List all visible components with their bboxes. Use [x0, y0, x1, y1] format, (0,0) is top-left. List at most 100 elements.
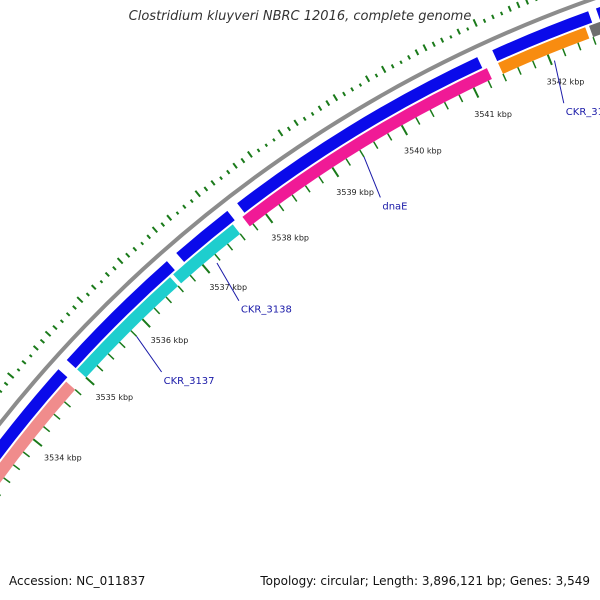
- minor-tick: [318, 176, 324, 184]
- gc-mark: [507, 5, 512, 12]
- gc-mark: [472, 18, 478, 27]
- gc-mark: [407, 54, 411, 60]
- gc-mark: [90, 284, 97, 291]
- gc-mark: [59, 319, 64, 324]
- gc-mark: [219, 176, 223, 181]
- major-tick: [141, 318, 151, 328]
- minor-tick: [517, 67, 522, 75]
- gc-mark: [44, 330, 52, 337]
- accession-text: Accession: NC_011837: [9, 574, 146, 588]
- gene-label-CKR_3138[interactable]: CKR_3138: [241, 305, 292, 316]
- gc-mark: [182, 204, 187, 210]
- gc-mark: [381, 65, 387, 74]
- forward-feature-2[interactable]: [66, 261, 175, 369]
- forward-feature-5[interactable]: [492, 11, 593, 62]
- gc-mark: [140, 241, 145, 246]
- tick-label-3537: 3537 kbp: [209, 283, 247, 292]
- forward-feature-6[interactable]: [595, 0, 600, 20]
- minor-tick: [429, 109, 435, 118]
- minor-tick: [153, 307, 161, 315]
- gc-mark: [132, 246, 138, 252]
- tick-label-3535: 3535 kbp: [95, 393, 133, 402]
- tick-label-3538: 3538 kbp: [271, 233, 309, 242]
- gc-mark: [365, 75, 371, 83]
- reverse-feature-1[interactable]: [0, 381, 76, 501]
- gc-mark: [232, 162, 238, 169]
- forward-feature-4[interactable]: [237, 57, 483, 213]
- gc-mark: [325, 100, 331, 107]
- gene-label-CKR_3137[interactable]: CKR_3137: [164, 376, 215, 387]
- gc-mark: [342, 91, 347, 97]
- major-tick: [32, 438, 43, 447]
- major-tick: [265, 213, 274, 224]
- scale-ticks: 3534 kbp 3535 kbp 3536 kbp 3537 kbp 3538 kbp…: [0, 36, 597, 497]
- minor-tick: [278, 203, 285, 212]
- tick-label-3539: 3539 kbp: [336, 188, 374, 197]
- minor-tick: [74, 389, 82, 396]
- reverse-feature-5[interactable]: [498, 27, 590, 74]
- minor-tick: [177, 285, 184, 293]
- gc-mark: [310, 111, 315, 116]
- minor-tick: [592, 36, 597, 45]
- reverse-feature-2[interactable]: [77, 277, 179, 378]
- backbone-ring: [0, 0, 596, 427]
- gc-mark: [65, 312, 71, 317]
- gc-mark: [125, 252, 131, 258]
- callout-line-dnaE: [363, 156, 381, 198]
- gc-mark: [317, 105, 323, 112]
- gene-labels: CKR_3137 CKR_3138 dnaE CKR_3140: [136, 60, 600, 387]
- gc-mark: [516, 1, 521, 9]
- minor-tick: [63, 401, 72, 408]
- tick-label-3540: 3540 kbp: [404, 147, 442, 156]
- gc-mark: [332, 93, 339, 102]
- minor-tick: [577, 42, 582, 51]
- gc-mark: [194, 190, 201, 198]
- gc-mark: [286, 126, 292, 132]
- gene-label-dnaE[interactable]: dnaE: [382, 201, 407, 212]
- gc-mark: [264, 143, 268, 148]
- minor-tick: [291, 194, 298, 202]
- reverse-feature-6[interactable]: [589, 4, 600, 38]
- gc-mark: [482, 18, 487, 24]
- gc-mark: [52, 324, 58, 331]
- forward-feature-3[interactable]: [176, 210, 235, 263]
- forward-feature-1[interactable]: [0, 369, 68, 492]
- minor-tick: [12, 464, 21, 471]
- gc-mark: [456, 28, 461, 35]
- gc-mark: [99, 279, 104, 284]
- minor-tick: [189, 274, 197, 282]
- gc-mark: [146, 234, 151, 240]
- minor-tick: [502, 73, 507, 82]
- gc-mark: [390, 64, 395, 69]
- gc-mark: [112, 266, 117, 271]
- gc-mark: [440, 37, 445, 43]
- gc-mark: [374, 73, 379, 78]
- major-tick: [201, 264, 211, 274]
- minor-tick: [118, 341, 126, 349]
- gc-mark: [431, 41, 436, 48]
- reverse-feature-4[interactable]: [242, 68, 492, 227]
- gc-mark: [116, 257, 124, 265]
- gc-mark: [151, 226, 159, 234]
- minor-tick: [359, 149, 365, 158]
- minor-tick: [226, 243, 234, 251]
- gc-mark: [240, 157, 246, 164]
- gc-mark: [350, 87, 355, 92]
- gc-mark: [189, 199, 194, 204]
- gc-mark: [422, 44, 428, 52]
- gc-mark: [272, 138, 276, 142]
- minor-tick: [562, 48, 567, 57]
- gc-mark: [466, 27, 470, 31]
- reverse-feature-3[interactable]: [173, 224, 241, 284]
- gene-label-CKR_3140[interactable]: CKR_3140: [566, 107, 600, 118]
- minor-tick: [487, 80, 493, 89]
- minor-tick: [165, 296, 173, 304]
- gc-mark: [160, 222, 166, 227]
- major-tick: [85, 376, 95, 386]
- gc-mark: [491, 14, 495, 20]
- gc-mark: [302, 116, 307, 122]
- minor-tick: [96, 365, 104, 372]
- gc-mark: [104, 271, 110, 278]
- gc-mark: [3, 381, 9, 386]
